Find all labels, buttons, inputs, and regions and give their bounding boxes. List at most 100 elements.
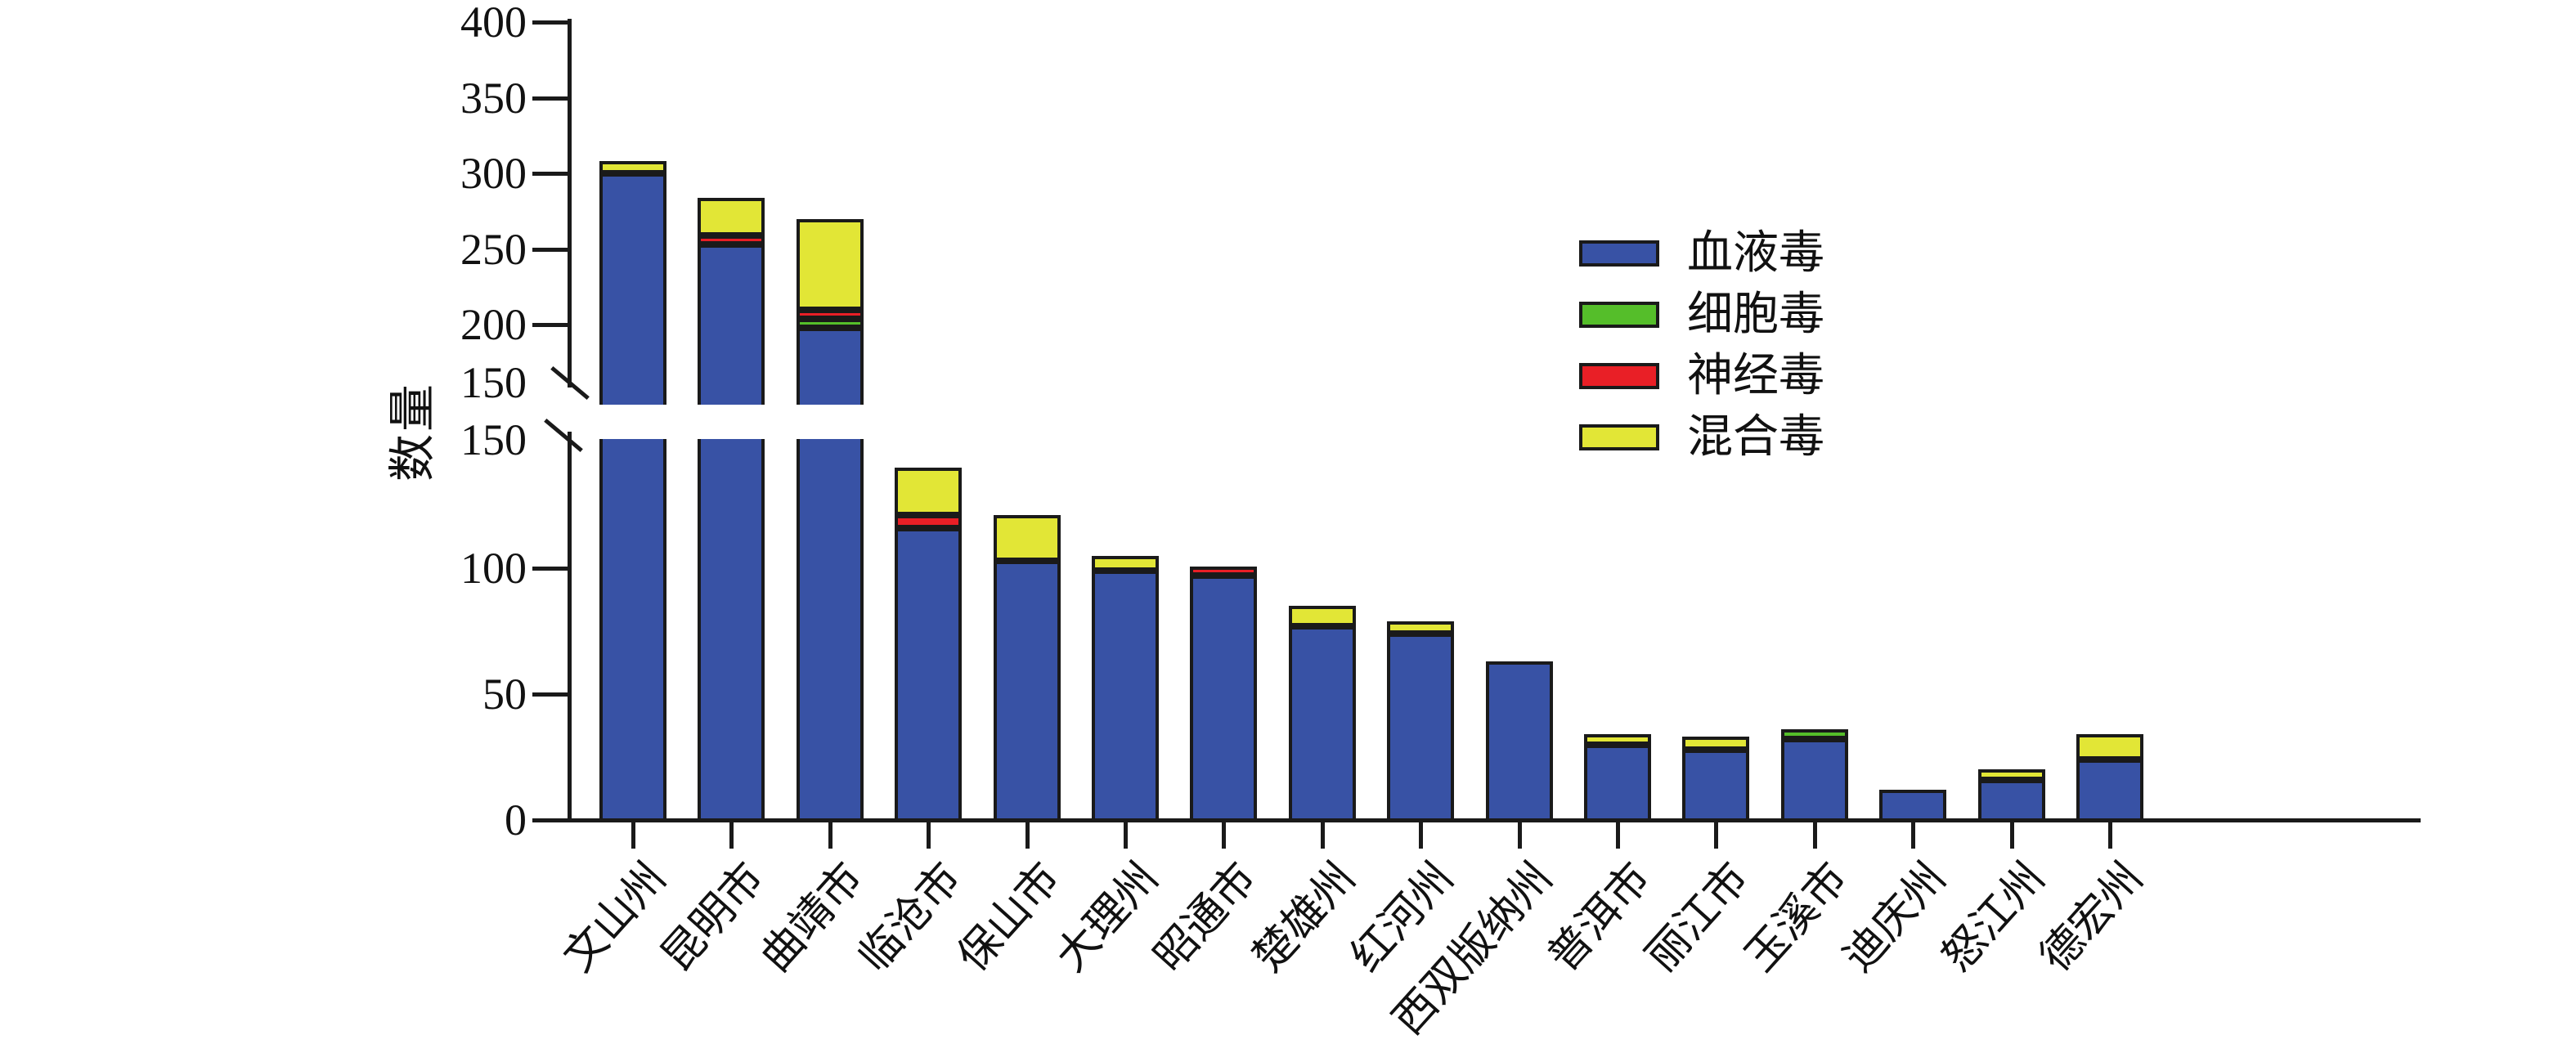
x-axis-label: 普洱市 [1539,854,1660,981]
bar-segment [1682,737,1750,750]
bar-segment [1190,576,1258,822]
legend: 血液毒 细胞毒 神经毒 混合毒 [1579,222,1824,468]
bar-segment [1288,625,1356,822]
bar-segment [599,161,666,173]
bar-segment [698,235,765,244]
x-axis-tick [1222,822,1227,849]
bar-segment [2076,759,2143,822]
x-axis-label: 大理州 [1047,854,1168,981]
x-axis-tick [631,822,635,849]
bar-segment [796,327,864,405]
bar-segment [1682,749,1750,822]
bar-segment [1092,555,1159,571]
x-axis-label: 文山州 [554,854,675,981]
y-axis-tick [532,567,568,571]
bar-segment [1780,729,1848,740]
bar-segment [698,197,765,235]
x-axis-label: 玉溪市 [1736,854,1857,981]
bar-segment [599,173,666,405]
y-axis-tick-label: 0 [505,795,527,845]
legend-swatch-cytotoxin [1579,301,1659,328]
bar-segment [1190,567,1258,576]
y-axis-upper-segment [568,19,572,388]
legend-swatch-mixed-toxin [1579,423,1659,450]
x-axis-tick [2009,822,2014,849]
legend-label-cytotoxin: 细胞毒 [1687,289,1824,340]
x-axis-tick [1025,822,1030,849]
bar-segment [1288,606,1356,626]
legend-label-mixed-toxin: 混合毒 [1687,411,1824,463]
y-axis-tick-label: 50 [482,670,527,719]
x-axis-label: 曲靖市 [752,854,873,981]
y-axis-tick [532,323,568,327]
bar-segment [796,309,864,319]
legend-item-neurotoxin: 神经毒 [1579,345,1824,406]
bar-segment [796,439,864,822]
x-axis-label: 保山市 [949,854,1070,981]
x-axis-tick [1419,822,1424,849]
x-axis-label: 楚雄州 [1244,854,1365,981]
x-axis-label: 丽江市 [1638,854,1759,981]
legend-label-neurotoxin: 神经毒 [1687,350,1824,401]
y-axis-tick-label: 150 [460,415,527,464]
y-axis-tick [532,818,568,822]
y-axis-tick [532,172,568,176]
x-axis-tick [729,822,734,849]
x-axis-tick [1124,822,1128,849]
legend-swatch-hemotoxin [1579,240,1659,267]
bar-segment [796,318,864,328]
bar-segment [1879,790,1947,822]
y-axis-tick [532,692,568,697]
legend-label-hemotoxin: 血液毒 [1687,227,1824,279]
x-axis-tick [1616,822,1620,849]
x-axis-tick [828,822,832,849]
legend-item-cytotoxin: 细胞毒 [1579,284,1824,345]
y-axis-tick-label: 200 [460,300,527,349]
bar-segment [993,515,1061,561]
bar-segment [895,467,963,516]
x-axis-label: 昆明市 [653,854,774,981]
x-axis-tick [1714,822,1719,849]
x-axis-tick [1911,822,1916,849]
y-axis-tick-label: 150 [460,358,527,407]
bar-segment [1092,571,1159,822]
bar-segment [895,515,963,528]
x-axis-label: 临沧市 [850,854,971,981]
x-axis-tick [927,822,931,849]
y-axis-tick-label: 350 [460,73,527,123]
bar-segment [895,527,963,822]
bar-segment [1387,634,1455,822]
y-axis-tick-label: 400 [460,0,527,47]
x-axis-label: 德宏州 [2031,854,2152,981]
y-axis-tick-label: 250 [460,224,527,274]
bar-segment [1584,734,1651,745]
bar-segment [599,439,666,822]
y-axis-tick-label: 300 [460,149,527,198]
y-axis-tick [532,247,568,252]
x-axis-label: 昭通市 [1146,854,1267,981]
axis-break-mark-lower [544,418,583,453]
bar-segment [2076,734,2143,760]
y-axis-tick [532,96,568,101]
bar-segment [1584,744,1651,822]
x-axis-tick [2108,822,2112,849]
bar-segment [1780,739,1848,822]
bar-segment [1387,621,1455,634]
y-axis-tick-label: 100 [460,544,527,593]
y-axis-tick [532,20,568,25]
y-axis-lower-segment [568,432,572,822]
bar-segment [796,218,864,310]
bar-segment [1485,661,1553,822]
x-axis-label: 怒江州 [1933,854,2054,981]
bar-segment [1977,779,2045,822]
legend-item-mixed-toxin: 混合毒 [1579,406,1824,468]
x-axis-tick [1812,822,1817,849]
bar-segment [698,244,765,405]
x-axis-label: 迪庆州 [1835,854,1955,981]
bar-segment [1977,769,2045,780]
legend-item-hemotoxin: 血液毒 [1579,222,1824,284]
bar-segment [698,439,765,822]
legend-swatch-neurotoxin [1579,362,1659,389]
x-axis-tick [1517,822,1522,849]
